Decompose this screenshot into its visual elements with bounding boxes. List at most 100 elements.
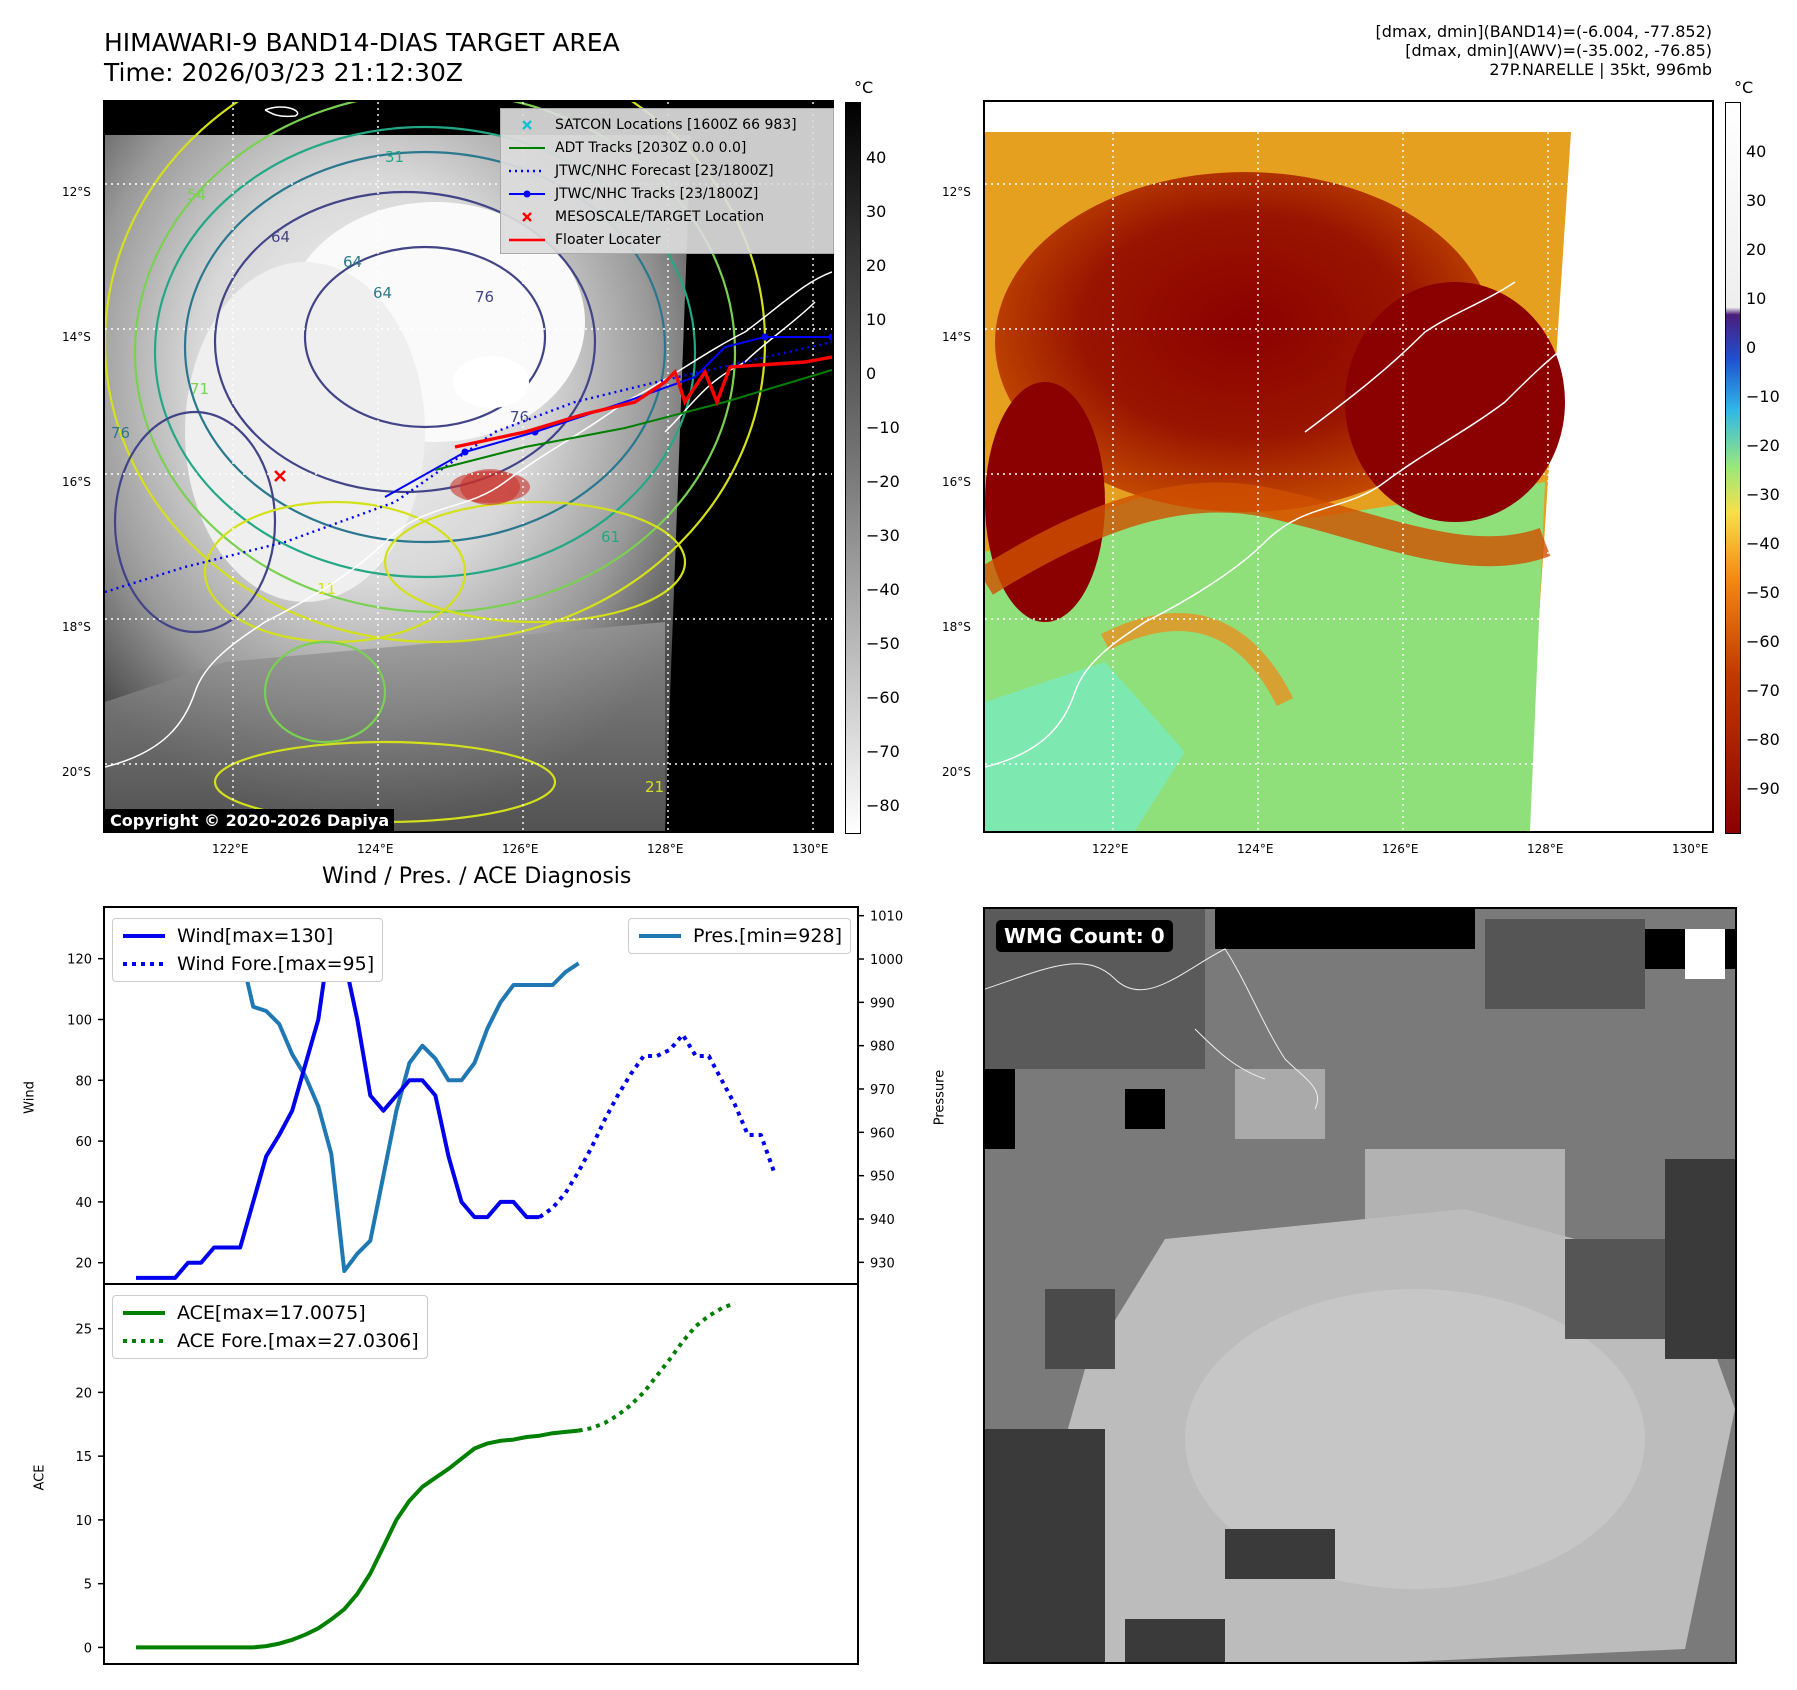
- pressure-tick-label: 970: [870, 1083, 895, 1098]
- left-cb-tick: 0: [866, 364, 877, 383]
- legend-pres: Pres.[min=928]: [637, 922, 842, 950]
- right-cb-tick: 0: [1746, 338, 1757, 357]
- contour-label: 31: [385, 148, 404, 166]
- left-cb-tick: −70: [866, 742, 900, 761]
- legend-mesoscale: MESOSCALE/TARGET Location: [507, 205, 825, 228]
- legend-floater: Floater Locater: [507, 228, 825, 251]
- lon-tick: 124°E: [1237, 842, 1274, 856]
- right-cb-tick: 20: [1746, 240, 1767, 259]
- left-cb-tick: −40: [866, 580, 900, 599]
- wind-tick-label: 40: [75, 1196, 92, 1211]
- contour-label: 76: [111, 424, 130, 442]
- right-cb-tick: −50: [1746, 583, 1780, 602]
- right-cb-tick: −90: [1746, 779, 1780, 798]
- lat-tick: 20°S: [62, 765, 91, 779]
- ace-tick-label: 20: [75, 1386, 92, 1401]
- right-colorbar: [1725, 102, 1741, 834]
- lon-tick: 124°E: [357, 842, 394, 856]
- mesoscale-target-marker: [274, 470, 286, 482]
- figure-time: Time: 2026/03/23 21:12:30Z: [104, 58, 463, 87]
- ir-contour-map: 54 64 64 64 76 76 76 31 61 21 11 71: [103, 100, 834, 833]
- pressure-tick-label: 950: [870, 1170, 895, 1185]
- ace-legend: ACE[max=17.0075] ACE Fore.[max=27.0306]: [112, 1295, 428, 1359]
- legend-wind-label: Wind[max=130]: [177, 925, 334, 947]
- left-cb-tick: 30: [866, 202, 887, 221]
- pressure-tick-label: 980: [870, 1040, 895, 1055]
- figure-title: HIMAWARI-9 BAND14-DIAS TARGET AREA: [104, 28, 620, 57]
- ace-forecast-line: [578, 1301, 736, 1433]
- lon-tick: 130°E: [1672, 842, 1709, 856]
- lat-tick: 12°S: [942, 185, 971, 199]
- wmg-map-svg: [985, 909, 1735, 1662]
- lat-tick: 12°S: [62, 185, 91, 199]
- wind-legend: Wind[max=130] Wind Fore.[max=95]: [112, 918, 384, 982]
- lat-tick: 16°S: [62, 475, 91, 489]
- right-cb-tick: −30: [1746, 485, 1780, 504]
- legend-adt: ADT Tracks [2030Z 0.0 0.0]: [507, 136, 825, 159]
- lon-tick: 126°E: [502, 842, 539, 856]
- adt-track-line: [434, 369, 832, 471]
- lat-tick: 14°S: [942, 330, 971, 344]
- wind-tick-label: 80: [75, 1074, 92, 1089]
- contour-label: 76: [510, 408, 529, 426]
- diagnosis-frame: [103, 906, 859, 1665]
- left-cb-tick: 10: [866, 310, 887, 329]
- pressure-legend: Pres.[min=928]: [628, 918, 851, 954]
- lat-tick: 14°S: [62, 330, 91, 344]
- legend-jtwc-forecast-label: JTWC/NHC Forecast [23/1800Z]: [555, 162, 774, 179]
- legend-jtwc-tracks: JTWC/NHC Tracks [23/1800Z]: [507, 182, 825, 205]
- legend-floater-label: Floater Locater: [555, 231, 661, 248]
- pressure-y-axis: 930 940 950 960 970 980 990 1000 1010: [858, 910, 903, 1271]
- left-colorbar-unit: °C: [854, 78, 874, 97]
- pressure-tick-label: 990: [870, 996, 895, 1011]
- diagnosis-title: Wind / Pres. / ACE Diagnosis: [322, 864, 632, 889]
- legend-jtwc-tracks-label: JTWC/NHC Tracks [23/1800Z]: [555, 185, 759, 202]
- right-cb-tick: −80: [1746, 730, 1780, 749]
- lat-tick: 18°S: [942, 620, 971, 634]
- copyright-badge: Copyright © 2020-2026 Dapiya: [105, 809, 395, 832]
- pressure-tick-label: 930: [870, 1256, 895, 1271]
- legend-pres-label: Pres.[min=928]: [693, 925, 842, 947]
- right-cb-tick: 30: [1746, 191, 1767, 210]
- floater-locater-line: [454, 355, 832, 449]
- wmg-count-badge: WMG Count: 0: [996, 920, 1173, 952]
- lat-tick: 20°S: [942, 765, 971, 779]
- right-cb-tick: −40: [1746, 534, 1780, 553]
- right-colorbar-unit: °C: [1734, 78, 1754, 97]
- left-cb-tick: −10: [866, 418, 900, 437]
- info-storm: 27P.NARELLE | 35kt, 996mb: [1489, 60, 1712, 79]
- left-cb-tick: −30: [866, 526, 900, 545]
- wind-tick-label: 60: [75, 1135, 92, 1150]
- contour-label: 64: [343, 253, 362, 271]
- contour-label: 61: [601, 528, 620, 546]
- jtwc-forecast-line: [105, 340, 832, 594]
- legend-satcon-label: SATCON Locations [1600Z 66 983]: [555, 116, 797, 133]
- legend-jtwc-forecast: JTWC/NHC Forecast [23/1800Z]: [507, 159, 825, 182]
- jtwc-track-line: [384, 336, 832, 498]
- right-cb-tick: 10: [1746, 289, 1767, 308]
- lon-tick: 122°E: [1092, 842, 1129, 856]
- ace-tick-label: 5: [84, 1578, 92, 1593]
- legend-wind: Wind[max=130]: [121, 922, 374, 950]
- ace-series-group: [136, 1301, 736, 1650]
- ace-y-axis: 0 5 10 15 20 25: [75, 1323, 104, 1656]
- lon-tick: 130°E: [792, 842, 829, 856]
- info-band14: [dmax, dmin](BAND14)=(-6.004, -77.852): [1375, 22, 1712, 41]
- wind-forecast-line: [538, 1032, 776, 1219]
- legend-ace: ACE[max=17.0075]: [121, 1299, 419, 1327]
- ace-line: [136, 1428, 579, 1650]
- lat-tick: 16°S: [942, 475, 971, 489]
- contour-label: 71: [190, 380, 209, 398]
- legend-wind-fore-label: Wind Fore.[max=95]: [177, 953, 375, 975]
- left-cb-tick: 40: [866, 148, 887, 167]
- map-legend: SATCON Locations [1600Z 66 983] ADT Trac…: [500, 108, 834, 254]
- info-awv: [dmax, dmin](AWV)=(-35.002, -76.85): [1405, 41, 1712, 60]
- legend-wind-fore: Wind Fore.[max=95]: [121, 950, 374, 978]
- ace-tick-label: 15: [75, 1450, 92, 1465]
- left-cb-tick: −60: [866, 688, 900, 707]
- left-colorbar: [845, 102, 861, 834]
- ace-tick-label: 10: [75, 1514, 92, 1529]
- ace-tick-label: 25: [75, 1323, 92, 1338]
- legend-ace-label: ACE[max=17.0075]: [177, 1302, 366, 1324]
